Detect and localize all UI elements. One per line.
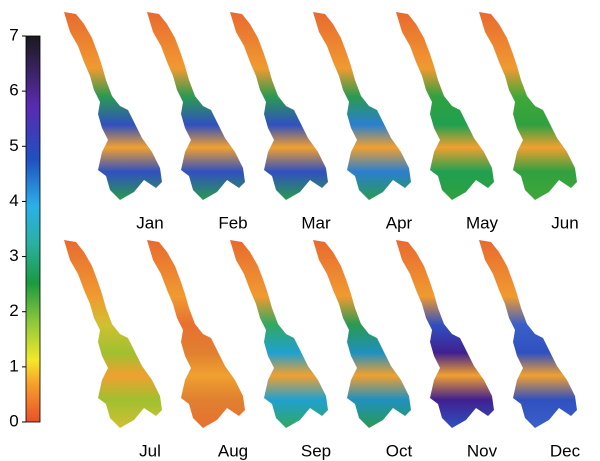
month-map [479,12,577,200]
tick-label: 3 [9,246,18,265]
month-map [230,12,328,200]
tick-label: 7 [9,25,18,44]
figure: 0 1 2 3 4 5 6 7 Jan Feb Mar Apr May Jun Jul Aug Sep Oct N… [0,0,600,461]
tick-label: 2 [9,301,18,320]
month-map [230,240,328,428]
tick-label: 1 [9,356,18,375]
month-map [147,12,245,200]
month-map [313,12,411,200]
month-map [313,240,411,428]
month-map [64,240,162,428]
month-map [396,12,494,200]
month-map [396,240,494,428]
month-label: Sep [301,441,331,460]
tick-label: 6 [9,81,18,100]
month-label: Nov [467,441,498,460]
month-label: May [466,213,499,232]
colorbar [26,36,40,422]
month-label: Apr [386,213,413,232]
month-label: Dec [550,441,581,460]
month-label: Feb [218,213,247,232]
month-label: Jul [139,441,161,460]
month-map [479,240,577,428]
month-label: Jan [136,213,163,232]
month-label: Jun [551,213,578,232]
month-map [147,240,245,428]
month-label: Mar [301,213,331,232]
tick-label: 5 [9,136,18,155]
month-label: Oct [386,441,413,460]
map-panels: Jan Feb Mar Apr May Jun Jul Aug Sep Oct Nov Dec [64,12,581,460]
tick-label: 4 [9,191,18,210]
tick-label: 0 [9,411,18,430]
month-map [64,12,162,200]
colorbar-ticks: 0 1 2 3 4 5 6 7 [9,25,26,430]
month-label: Aug [218,441,248,460]
